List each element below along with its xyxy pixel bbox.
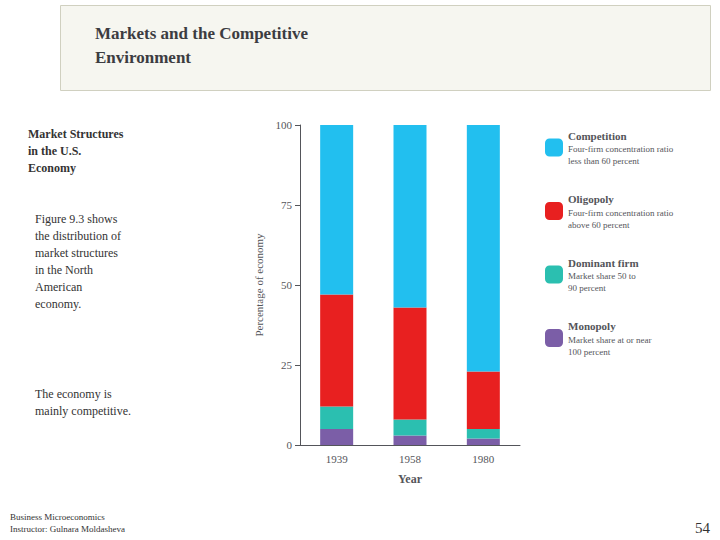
svg-text:Market Structures: Market Structures	[28, 127, 124, 141]
svg-text:50: 50	[281, 279, 293, 291]
svg-text:economy.: economy.	[35, 297, 81, 311]
svg-text:the distribution of: the distribution of	[35, 229, 121, 243]
svg-text:75: 75	[281, 199, 293, 211]
svg-text:Economy: Economy	[28, 161, 76, 175]
svg-text:25: 25	[281, 359, 293, 371]
svg-text:Percentage of economy: Percentage of economy	[253, 233, 265, 337]
svg-text:The economy is: The economy is	[35, 387, 112, 401]
svg-text:Four-firm concentration ratio: Four-firm concentration ratio	[568, 208, 674, 218]
svg-text:Business Microeconomics: Business Microeconomics	[10, 512, 105, 522]
svg-text:in the North: in the North	[35, 263, 93, 277]
svg-text:Year: Year	[398, 472, 423, 486]
svg-text:Market share at or near: Market share at or near	[568, 335, 651, 345]
svg-text:American: American	[35, 280, 82, 294]
svg-text:100 percent: 100 percent	[568, 347, 611, 357]
svg-text:Four-firm concentration ratio: Four-firm concentration ratio	[568, 144, 674, 154]
svg-text:Oligopoly: Oligopoly	[568, 193, 614, 205]
svg-text:Market share 50 to: Market share 50 to	[568, 271, 636, 281]
svg-text:54: 54	[695, 520, 711, 536]
svg-text:90 percent: 90 percent	[568, 283, 606, 293]
svg-text:Environment: Environment	[95, 48, 191, 67]
svg-text:in the U.S.: in the U.S.	[28, 144, 81, 158]
svg-text:Competition: Competition	[568, 130, 627, 142]
svg-text:above 60 percent: above 60 percent	[568, 220, 630, 230]
svg-text:Instructor: Gulnara Moldasheva: Instructor: Gulnara Moldasheva	[10, 524, 125, 534]
svg-text:less than 60 percent: less than 60 percent	[568, 156, 640, 166]
svg-text:1958: 1958	[399, 453, 422, 465]
svg-text:mainly competitive.: mainly competitive.	[35, 404, 131, 418]
svg-text:100: 100	[276, 119, 293, 131]
svg-text:Dominant firm: Dominant firm	[568, 257, 639, 269]
svg-text:1939: 1939	[326, 453, 349, 465]
svg-text:1980: 1980	[472, 453, 495, 465]
svg-text:Figure 9.3 shows: Figure 9.3 shows	[35, 212, 118, 226]
svg-text:0: 0	[287, 439, 293, 451]
svg-text:Monopoly: Monopoly	[568, 320, 616, 332]
svg-text:Markets and the Competitive: Markets and the Competitive	[95, 24, 308, 43]
svg-text:market structures: market structures	[35, 246, 118, 260]
